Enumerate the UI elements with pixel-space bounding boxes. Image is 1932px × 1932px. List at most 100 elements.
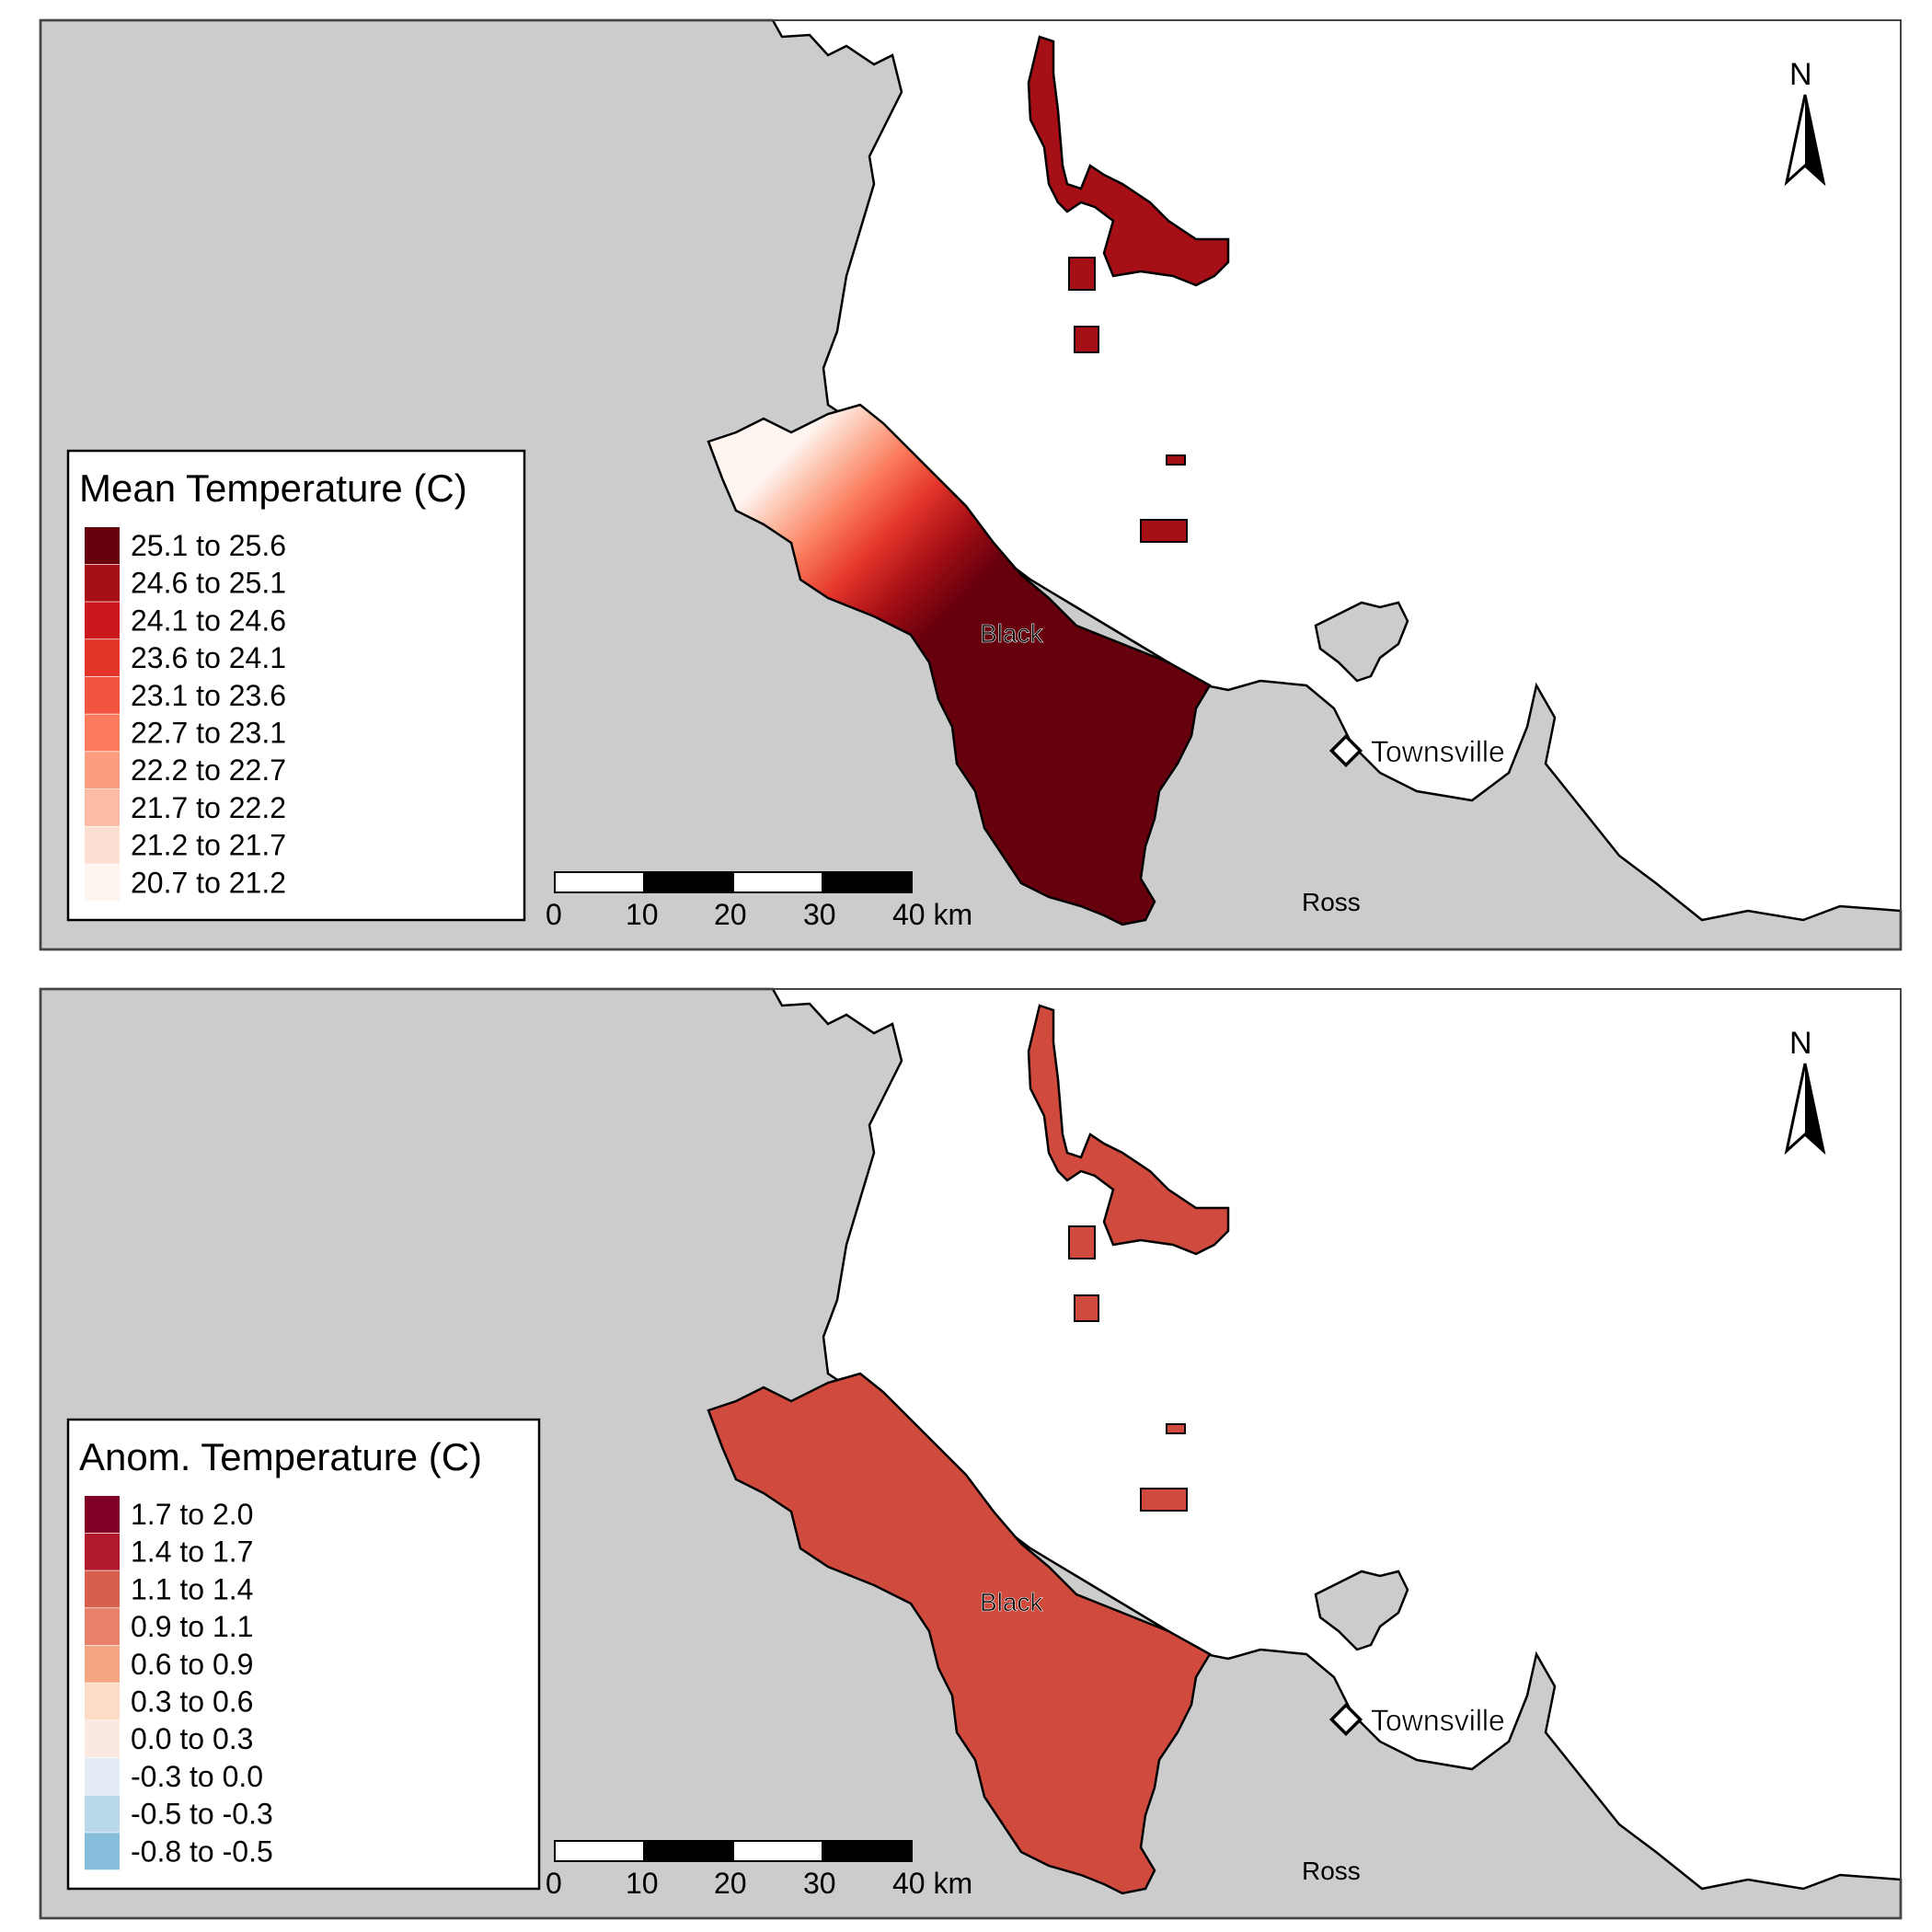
legend-items: 1.7 to 2.0 1.4 to 1.71.1 to 1.4 0.9 to 1.1… (85, 1496, 273, 1870)
legend-label: 21.2 to 21.7 (131, 829, 286, 862)
scale-bar: 0 10 20 30 40 km (546, 1840, 972, 1900)
scale-tick-30: 30 (803, 1867, 836, 1900)
legend-mean: Mean Temperature (C) 25.1 to 25.6 24.6 to… (66, 449, 526, 922)
north-arrow: N (1784, 57, 1826, 187)
legend-swatch (85, 639, 120, 677)
black-ross-shelf-region (707, 1372, 1212, 1895)
reef-patch-d (1140, 1488, 1188, 1512)
legend-swatch (85, 864, 120, 902)
legend-label: 0.3 to 0.6 (131, 1685, 253, 1719)
legend-label: 22.2 to 22.7 (131, 753, 286, 787)
reef-patch-b (1074, 326, 1099, 353)
legend-swatch (85, 1833, 120, 1870)
hinchinbrook-reef-patch (1027, 35, 1230, 287)
data-region-anomaly (707, 1004, 1230, 1895)
scale-tick-0: 0 (546, 898, 562, 931)
scale-tick-10: 10 (626, 898, 659, 931)
legend-swatch (85, 826, 120, 864)
scale-seg-1 (554, 1840, 645, 1862)
townsville-marker: Townsville (1328, 1702, 1505, 1737)
scale-seg-2 (643, 871, 734, 893)
scale-tick-40: 40 km (892, 1867, 972, 1900)
north-arrow-shade (1805, 95, 1823, 182)
scale-tick-20: 20 (714, 1867, 747, 1900)
legend-label: 23.6 to 24.1 (131, 641, 286, 674)
scale-seg-3 (732, 1840, 823, 1862)
legend-swatch (85, 1757, 120, 1795)
legend-label: 24.6 to 25.1 (131, 567, 286, 600)
north-arrow-shade (1805, 1064, 1823, 1151)
map-frame (40, 988, 1902, 1919)
legend-swatch (85, 1496, 120, 1533)
reef-patch-b (1074, 1294, 1099, 1322)
place-label-townsville: Townsville (1371, 735, 1505, 768)
place-label-ross: Ross (1302, 1857, 1361, 1885)
legend-label: 20.7 to 21.2 (131, 866, 286, 899)
legend-title: Mean Temperature (C) (79, 466, 467, 510)
legend-label: -0.8 to -0.5 (131, 1834, 273, 1868)
legend-swatch (85, 1533, 120, 1570)
map-frame (40, 19, 1902, 950)
legend-swatch (85, 676, 120, 714)
legend-label: 0.6 to 0.9 (131, 1648, 253, 1681)
place-label-ross: Ross (1302, 888, 1361, 916)
place-label-black: Black (980, 619, 1043, 648)
legend-label: 0.9 to 1.1 (131, 1610, 253, 1643)
scale-tick-20: 20 (714, 898, 747, 931)
townsville-diamond-icon (1328, 1702, 1363, 1737)
scale-tick-30: 30 (803, 898, 836, 931)
legend-swatch (85, 1608, 120, 1646)
scale-seg-3 (732, 871, 823, 893)
legend-label: 22.7 to 23.1 (131, 717, 286, 750)
scale-seg-4 (822, 1840, 913, 1862)
scale-tick-0: 0 (546, 1867, 562, 1900)
scale-seg-1 (554, 871, 645, 893)
north-arrow-label: N (1789, 57, 1812, 92)
map-panel-mean: Black Townsville Ross N 0 10 20 30 40 km (39, 18, 1903, 951)
legend-label: -0.3 to 0.0 (131, 1760, 263, 1793)
legend-label: 1.4 to 1.7 (131, 1535, 253, 1569)
scale-tick-40: 40 km (892, 898, 972, 931)
map-panel-anomaly: Black Townsville Ross N 0 10 20 30 40 km… (39, 987, 1903, 1920)
scale-tick-10: 10 (626, 1867, 659, 1900)
legend-swatch (85, 752, 120, 789)
scale-bar: 0 10 20 30 40 km (546, 871, 972, 931)
legend-swatch (85, 1570, 120, 1608)
legend-label: 23.1 to 23.6 (131, 679, 286, 712)
legend-swatch (85, 788, 120, 826)
legend-label: 21.7 to 22.2 (131, 791, 286, 824)
north-arrow-label: N (1789, 1026, 1812, 1061)
hinchinbrook-reef-patch (1027, 1004, 1230, 1256)
legend-swatch (85, 1683, 120, 1720)
reef-patch-a (1068, 257, 1096, 291)
legend-swatch (85, 1795, 120, 1833)
scale-seg-2 (643, 1840, 734, 1862)
reef-patch-d (1140, 519, 1188, 543)
legend-swatch (85, 1720, 120, 1758)
legend-label: 25.1 to 25.6 (131, 529, 286, 562)
legend-box (66, 1418, 541, 1891)
legend-swatch (85, 714, 120, 752)
north-arrow: N (1784, 1026, 1826, 1156)
black-ross-shelf-region (707, 403, 1212, 926)
legend-box (66, 449, 526, 922)
reef-patch-c (1166, 1423, 1186, 1434)
legend-label: 1.7 to 2.0 (131, 1498, 253, 1531)
legend-swatch (85, 564, 120, 602)
legend-title: Anom. Temperature (C) (79, 1435, 482, 1478)
reef-patch-a (1068, 1225, 1096, 1259)
legend-swatch (85, 602, 120, 639)
scale-seg-4 (822, 871, 913, 893)
legend-anomaly: Anom. Temperature (C) 1.7 to 2.0 1.4 to 1… (66, 1418, 541, 1891)
reef-patch-c (1166, 454, 1186, 466)
legend-swatch (85, 1645, 120, 1683)
magnetic-island (1314, 601, 1409, 683)
data-region-mean (707, 35, 1230, 926)
place-label-black: Black (980, 1588, 1043, 1616)
magnetic-island (1314, 1570, 1409, 1651)
place-label-townsville: Townsville (1371, 1704, 1505, 1737)
legend-label: 0.0 to 0.3 (131, 1722, 253, 1755)
legend-label: 24.1 to 24.6 (131, 604, 286, 637)
townsville-diamond-icon (1328, 733, 1363, 768)
